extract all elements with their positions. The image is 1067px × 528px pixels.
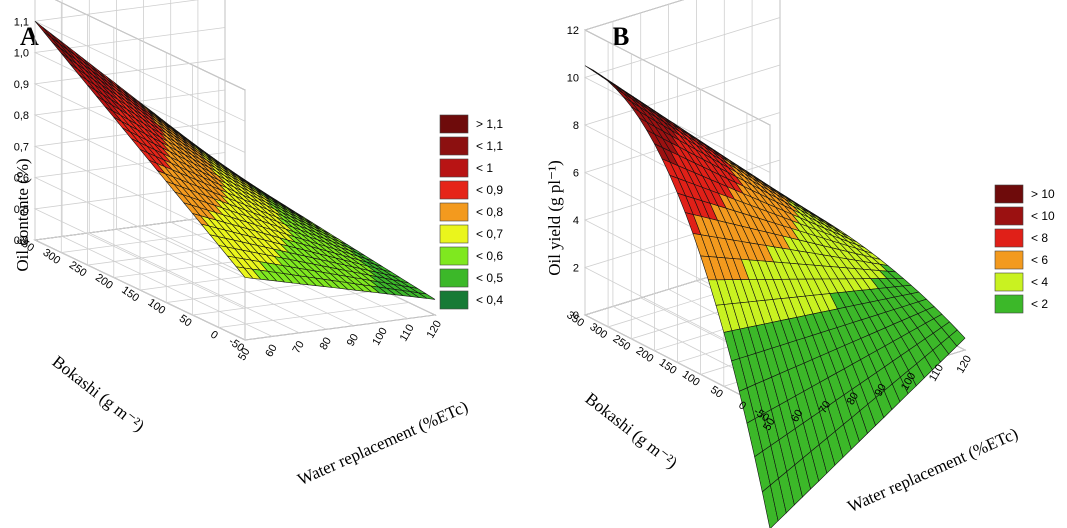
x-tick-label: 50 (236, 346, 253, 363)
z-tick-label: 0,4 (14, 235, 29, 247)
y-tick-label: 150 (657, 357, 679, 377)
z-tick-label: 6 (573, 168, 579, 180)
x-tick-label: 70 (290, 339, 307, 356)
y-tick-label: 350 (564, 309, 586, 329)
x-tick-label: 80 (318, 335, 335, 352)
y-tick-label: 250 (67, 259, 89, 279)
x-tick-label: 90 (873, 382, 890, 399)
y-tick-label: 100 (680, 368, 702, 388)
legend-label: < 0,7 (476, 227, 503, 241)
y-tick-label: 100 (145, 297, 167, 317)
z-tick-label: 0,5 (14, 204, 29, 216)
legend-swatch (994, 294, 1024, 314)
panel-a-y-axis-label: Bokashi (g m⁻²) (49, 352, 148, 436)
legend-swatch (439, 224, 469, 244)
legend-label: < 8 (1031, 231, 1048, 245)
panel-a-x-axis-label: Water replacement (%ETc) (295, 397, 471, 489)
y-gridline (244, 90, 436, 341)
panel-b-y-axis-label: Bokashi (g m⁻²) (582, 389, 681, 473)
legend-label: < 4 (1031, 275, 1048, 289)
z-tick-label: 0,9 (14, 79, 29, 91)
y-tick-label: 250 (610, 333, 632, 353)
legend-label: < 0,9 (476, 183, 503, 197)
legend-label: > 1,1 (476, 117, 503, 131)
y-tick-label: 0 (208, 329, 220, 342)
x-tick-label: 60 (789, 408, 806, 425)
z-tick-label: 0,7 (14, 141, 29, 153)
z-tick-label: 1,1 (14, 16, 29, 28)
legend-swatch (994, 228, 1024, 248)
z-tick-label: 12 (567, 25, 579, 37)
x-tick-label: 120 (955, 354, 975, 376)
surface-cell (418, 292, 436, 300)
x-tick-label: 110 (398, 322, 417, 343)
legend-swatch (439, 136, 469, 156)
legend-label: < 0,5 (476, 271, 503, 285)
panel-b-z-axis-label: Oil yield (g pl⁻¹) (545, 160, 564, 276)
y-tick-label: 200 (634, 345, 656, 365)
y-tick-label: 300 (40, 247, 62, 267)
legend-swatch (994, 206, 1024, 226)
x-tick-label: 60 (263, 343, 280, 360)
legend-label: < 0,6 (476, 249, 503, 263)
z-tick-label: 10 (567, 73, 579, 85)
surface-cell (948, 329, 966, 347)
legend-swatch (994, 250, 1024, 270)
x-tick-label: 120 (425, 319, 445, 341)
y-gridline (218, 77, 409, 328)
legend-swatch (439, 290, 469, 310)
z-tick-label: 4 (573, 215, 579, 227)
z-tick-label: 8 (573, 120, 579, 132)
y-tick-label: 150 (119, 284, 141, 304)
legend-label: < 10 (1031, 209, 1055, 223)
y-gridline (87, 15, 278, 266)
legend-label: < 1 (476, 161, 493, 175)
x-tick-label: 100 (370, 326, 390, 348)
x-tick-label: 80 (845, 390, 862, 407)
panel-b-legend: > 10 < 10 < 8 < 6 < 4 < 2 (994, 184, 1055, 314)
x-tick-label: 70 (817, 399, 834, 416)
panel-a-legend: > 1,1 < 1,1 < 1 < 0,9 < 0,8 < 0,7 < 0,6 < 0,5 < … (439, 114, 503, 310)
legend-label: > 10 (1031, 187, 1055, 201)
legend-swatch (439, 158, 469, 178)
panel-b-letter: B (612, 22, 629, 51)
y-tick-label: 0 (736, 399, 748, 412)
x-tick-label: 90 (345, 332, 362, 349)
panel-a-letter: A (20, 22, 39, 51)
panel-b: B 024681012-5005010015020025030035050607… (545, 0, 1055, 528)
z-tick-label: 0,8 (14, 110, 29, 122)
legend-label: < 0,4 (476, 293, 503, 307)
z-gridline (55, 0, 246, 91)
legend-label: < 6 (1031, 253, 1048, 267)
legend-label: < 0,8 (476, 205, 503, 219)
z-tick-label: 1,0 (14, 48, 29, 60)
z-tick-label: 2 (573, 263, 579, 275)
y-tick-label: 50 (708, 384, 725, 401)
panel-a-z-axis-label: Oil contente (%) (13, 158, 32, 271)
legend-swatch (439, 246, 469, 266)
legend-swatch (994, 272, 1024, 292)
z-tick-label: 0 (573, 310, 579, 322)
panel-a: A 0,40,50,60,70,80,91,01,11,2-5005010015… (13, 0, 503, 489)
y-gridline (60, 2, 252, 253)
legend-swatch (439, 268, 469, 288)
legend-label: < 2 (1031, 297, 1048, 311)
z-gridline (583, 0, 771, 126)
legend-swatch (994, 184, 1024, 204)
z-tick-label: 0,6 (14, 173, 29, 185)
x-tick-label: 50 (761, 416, 778, 433)
panel-b-x-axis-label: Water replacement (%ETc) (845, 424, 1021, 516)
legend-swatch (439, 114, 469, 134)
legend-swatch (439, 202, 469, 222)
legend-label: < 1,1 (476, 139, 503, 153)
y-tick-label: 300 (587, 321, 609, 341)
y-tick-label: 200 (93, 272, 115, 292)
legend-swatch (439, 180, 469, 200)
y-tick-label: 50 (177, 313, 194, 330)
y-gridline (34, 0, 226, 241)
